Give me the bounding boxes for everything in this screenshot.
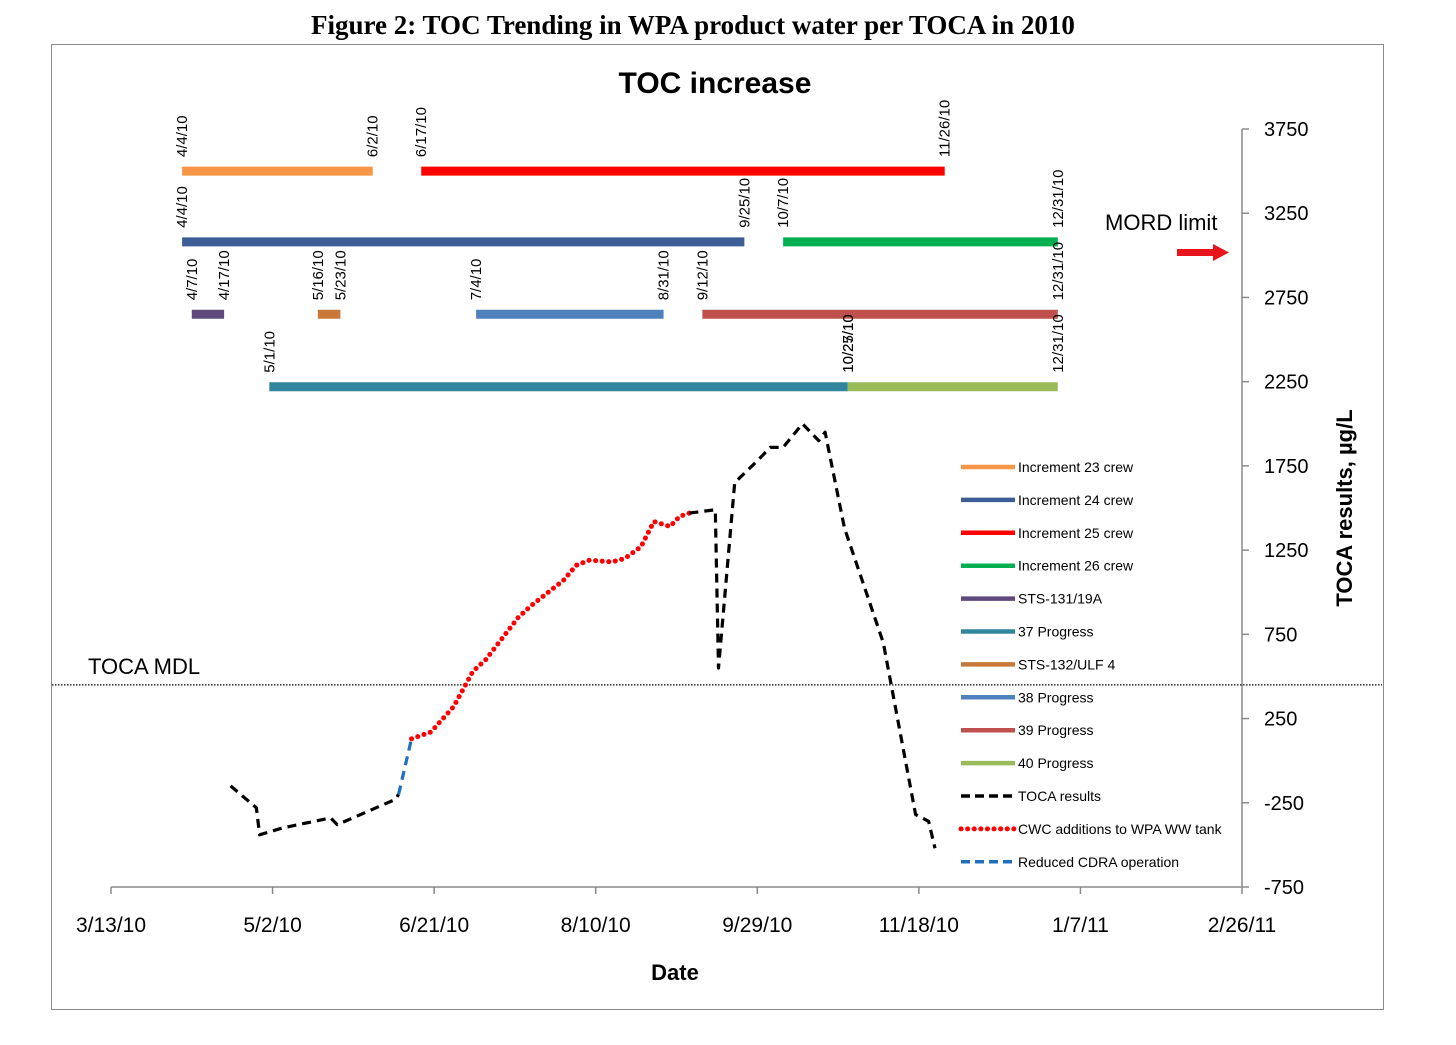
event-date-label: 4/4/10 <box>174 186 191 228</box>
chart-frame <box>51 44 1384 1010</box>
event-date-label: 5/23/10 <box>332 250 349 300</box>
y-tick-label: 2250 <box>1264 372 1309 394</box>
event-date-label: 12/31/10 <box>1050 170 1067 228</box>
x-tick-label: 1/7/11 <box>1052 914 1109 937</box>
legend-layer: Increment 23 crew Increment 24 crew Increm… <box>958 459 1223 870</box>
legend-label: Increment 24 crew <box>1018 492 1134 508</box>
x-tick-label: 3/13/10 <box>76 914 146 937</box>
event-date-label: 5/16/10 <box>310 250 327 300</box>
series-line <box>229 784 400 837</box>
event-date-label: 7/4/10 <box>468 259 485 301</box>
event-date-label: 6/2/10 <box>365 115 382 157</box>
legend-label: STS-131/19A <box>1018 591 1103 607</box>
legend-label: Increment 25 crew <box>1018 525 1134 541</box>
chart-title: TOC increase <box>619 67 812 100</box>
series-line <box>689 422 937 849</box>
x-tick-label: 8/10/10 <box>561 914 631 937</box>
event-date-label: 4/17/10 <box>216 250 233 300</box>
legend-label: 37 Progress <box>1018 624 1093 640</box>
text-layer: TOC increase Date TOCA results, µg/L TOC… <box>88 67 1357 985</box>
y-tick-label: -250 <box>1264 793 1304 815</box>
legend-label: STS-132/ULF 4 <box>1018 656 1115 672</box>
y-tick-label: 3750 <box>1264 119 1309 141</box>
event-date-label: 10/25/10 <box>840 314 857 372</box>
x-tick-label: 11/18/10 <box>879 914 959 937</box>
x-tick-label: 2/26/11 <box>1208 914 1277 937</box>
x-tick-label: 6/21/10 <box>399 914 469 937</box>
mord-limit-arrow-icon <box>1177 244 1229 261</box>
figure-title: Figure 2: TOC Trending in WPA product wa… <box>311 10 1075 40</box>
event-date-label: 9/12/10 <box>694 250 711 300</box>
series-line <box>397 738 414 795</box>
legend-label: Reduced CDRA operation <box>1018 854 1179 870</box>
axes-layer: 3/13/10 5/2/10 6/21/10 8/10/10 9/29/10 11/18/… <box>52 119 1382 937</box>
y-tick-label: 3250 <box>1264 203 1309 225</box>
series-layer <box>229 422 937 849</box>
y-tick-label: 750 <box>1264 624 1297 646</box>
y-tick-label: 2750 <box>1264 287 1309 309</box>
event-date-label: 8/31/10 <box>656 250 673 300</box>
event-date-label: 10/7/10 <box>775 178 792 228</box>
legend-label: 39 Progress <box>1018 722 1093 738</box>
event-date-label: 9/25/10 <box>736 178 753 228</box>
x-tick-label: 5/2/10 <box>243 914 301 937</box>
event-date-label: 4/7/10 <box>184 259 201 301</box>
y-tick-label: 250 <box>1264 709 1297 731</box>
legend-label: Increment 26 crew <box>1018 558 1134 574</box>
event-date-label: 12/31/10 <box>1050 242 1067 300</box>
event-date-label: 4/4/10 <box>174 115 191 157</box>
event-date-label: 10/27/10 <box>840 314 857 372</box>
event-date-label: 6/17/10 <box>413 107 430 157</box>
legend-label: 38 Progress <box>1018 689 1093 705</box>
legend-label: CWC additions to WPA WW tank <box>1018 821 1223 837</box>
x-axis-title: Date <box>651 960 699 985</box>
event-date-label: 12/31/10 <box>1050 314 1067 372</box>
event-bars-layer: 4/4/10 6/2/10 6/17/10 11/26/10 4/4/10 9/25/10… <box>174 100 1067 392</box>
y-tick-label: 1250 <box>1264 540 1309 562</box>
toca-mdl-label: TOCA MDL <box>88 654 200 679</box>
x-tick-label: 9/29/10 <box>722 914 792 937</box>
legend-label: Increment 23 crew <box>1018 459 1134 475</box>
y-tick-label: 1750 <box>1264 456 1309 478</box>
series-line <box>409 510 692 742</box>
legend-label: 40 Progress <box>1018 755 1093 771</box>
event-date-label: 5/1/10 <box>261 331 278 373</box>
y-axis-title: TOCA results, µg/L <box>1332 409 1357 606</box>
legend-label: TOCA results <box>1018 788 1101 804</box>
y-tick-label: -750 <box>1264 877 1304 899</box>
mord-limit-label: MORD limit <box>1105 210 1217 235</box>
event-date-label: 11/26/10 <box>937 100 954 157</box>
